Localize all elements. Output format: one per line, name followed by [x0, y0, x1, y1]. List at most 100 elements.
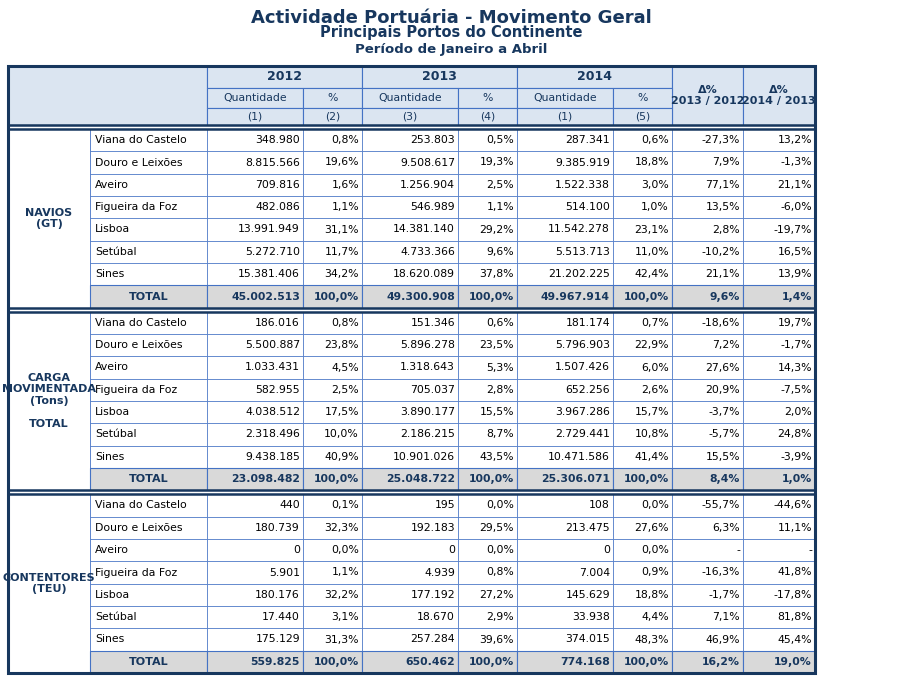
Text: 21.202.225: 21.202.225 [548, 269, 610, 279]
Bar [90, 241, 207, 263]
Bar [671, 286, 742, 308]
Text: 0,0%: 0,0% [485, 545, 513, 555]
Text: 559.825: 559.825 [251, 657, 299, 667]
Bar [671, 423, 742, 446]
Bar [8, 129, 90, 308]
Bar [90, 539, 207, 561]
Bar [362, 129, 457, 151]
Bar [303, 583, 362, 606]
Bar [742, 446, 815, 468]
Bar [457, 583, 517, 606]
Bar [742, 606, 815, 628]
Bar [362, 378, 457, 401]
Text: 192.183: 192.183 [410, 523, 455, 533]
Bar [517, 286, 612, 308]
Bar [457, 561, 517, 583]
Text: Lisboa: Lisboa [95, 224, 130, 235]
Text: 18.620.089: 18.620.089 [392, 269, 455, 279]
Bar [517, 334, 612, 356]
Text: Sines: Sines [95, 634, 124, 645]
Bar [671, 628, 742, 651]
Bar [362, 468, 457, 491]
Bar [207, 606, 303, 628]
Bar [671, 218, 742, 241]
Bar [742, 468, 815, 491]
Text: 546.989: 546.989 [410, 202, 455, 212]
Bar [303, 495, 362, 517]
Bar [612, 539, 671, 561]
Text: 13,2%: 13,2% [777, 135, 811, 145]
Text: -19,7%: -19,7% [773, 224, 811, 235]
Text: (1): (1) [247, 111, 262, 122]
Bar [671, 446, 742, 468]
Bar [517, 401, 612, 423]
Bar [612, 401, 671, 423]
Bar [207, 356, 303, 378]
Bar [303, 468, 362, 491]
Text: TOTAL: TOTAL [129, 474, 168, 484]
Text: %: % [637, 93, 647, 103]
Bar [517, 129, 612, 151]
Text: 19,3%: 19,3% [479, 158, 513, 167]
Bar [457, 495, 517, 517]
Text: 0: 0 [603, 545, 610, 555]
Text: 348.980: 348.980 [255, 135, 299, 145]
Bar [517, 517, 612, 539]
Bar [362, 66, 517, 88]
Text: (5): (5) [634, 111, 649, 122]
Bar [517, 263, 612, 286]
Text: Douro e Leixões: Douro e Leixões [95, 158, 182, 167]
Text: 100,0%: 100,0% [468, 474, 513, 484]
Text: Sines: Sines [95, 269, 124, 279]
Text: Figueira da Foz: Figueira da Foz [95, 202, 177, 212]
Bar [362, 495, 457, 517]
Bar [362, 151, 457, 173]
Text: 0,8%: 0,8% [331, 318, 359, 328]
Text: 0,0%: 0,0% [640, 545, 668, 555]
Text: 1.522.338: 1.522.338 [555, 180, 610, 190]
Bar [207, 129, 303, 151]
Text: Quantidade: Quantidade [223, 93, 287, 103]
Text: TOTAL: TOTAL [129, 657, 168, 667]
Bar [612, 241, 671, 263]
Bar [671, 173, 742, 196]
Text: (1): (1) [557, 111, 572, 122]
Bar [207, 286, 303, 308]
Bar [742, 286, 815, 308]
Bar [362, 651, 457, 673]
Bar [612, 108, 671, 125]
Text: 8,4%: 8,4% [709, 474, 739, 484]
Text: 5,3%: 5,3% [486, 363, 513, 372]
Text: -16,3%: -16,3% [701, 568, 739, 577]
Bar [517, 378, 612, 401]
Bar [742, 517, 815, 539]
Text: 21,1%: 21,1% [704, 269, 739, 279]
Bar [90, 606, 207, 628]
Bar [517, 241, 612, 263]
Text: -55,7%: -55,7% [701, 500, 739, 510]
Bar [612, 606, 671, 628]
Bar [612, 651, 671, 673]
Text: 100,0%: 100,0% [623, 292, 668, 301]
Bar [517, 312, 612, 334]
Bar [303, 606, 362, 628]
Text: 9.385.919: 9.385.919 [555, 158, 610, 167]
Text: 9.508.617: 9.508.617 [400, 158, 455, 167]
Bar [671, 356, 742, 378]
Bar [303, 88, 362, 108]
Bar [362, 173, 457, 196]
Bar [303, 108, 362, 125]
Bar [8, 66, 815, 125]
Bar [90, 218, 207, 241]
Bar [457, 241, 517, 263]
Bar [303, 129, 362, 151]
Text: Actividade Portuária - Movimento Geral: Actividade Portuária - Movimento Geral [251, 9, 650, 27]
Text: 2,8%: 2,8% [712, 224, 739, 235]
Text: 0: 0 [447, 545, 455, 555]
Text: 11,1%: 11,1% [777, 523, 811, 533]
Text: Lisboa: Lisboa [95, 590, 130, 600]
Text: 440: 440 [279, 500, 299, 510]
Bar [612, 378, 671, 401]
Bar [742, 356, 815, 378]
Bar [517, 356, 612, 378]
